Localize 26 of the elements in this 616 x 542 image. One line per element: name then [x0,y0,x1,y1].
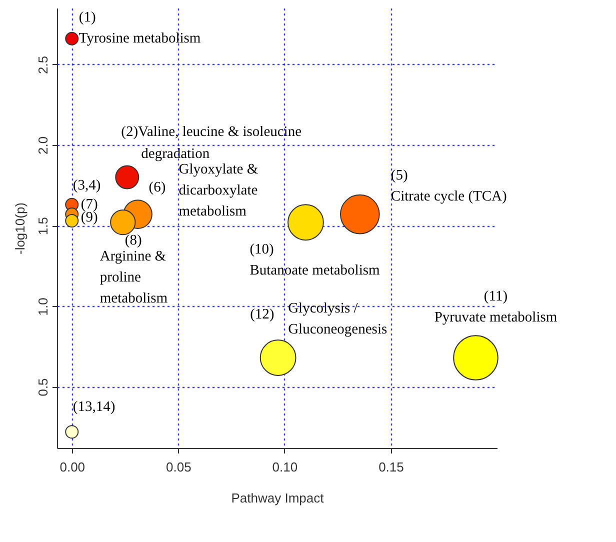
annotation: (11) Pyruvate metabolism [434,288,558,326]
annotation: (3,4) [72,178,101,194]
annotation: (8) [124,232,142,248]
annotation: (2)Valine, leucine & isoleucine [121,124,302,140]
x-tick-label: 0.10 [272,460,298,474]
annotation: (13,14) [72,398,116,415]
x-axis-title: Pathway Impact [231,490,324,506]
annotation: (12) [250,306,274,323]
y-tick-label: 2.0 [36,136,50,155]
x-tick-label: 0.00 [60,460,86,474]
y-tick-label: 1.0 [36,298,50,316]
annotation: Glycolysis / Gluconeogenesis [288,300,388,338]
x-tick-label: 0.15 [378,460,404,474]
annotation: (1) Tyrosine metabolism [78,10,202,47]
y-tick-label: 0.5 [36,378,50,396]
x-tick-label: 0.05 [166,460,192,474]
annotation: (5) Citrate cycle (TCA) [390,167,508,204]
annotation: Arginine & proline metabolism [100,248,168,306]
annotation: (10) Butanoate metabolism [250,241,380,278]
y-tick-label: 1.5 [36,217,50,236]
annotation: Glyoxylate & dicarboxylate metabolism [178,161,259,220]
annotation: (6) [148,179,166,196]
annotation: degradation [141,146,210,162]
y-tick-label: 2.5 [36,56,50,74]
y-axis-title: -log10(p) [12,202,28,255]
annotation: (7) [80,196,98,212]
